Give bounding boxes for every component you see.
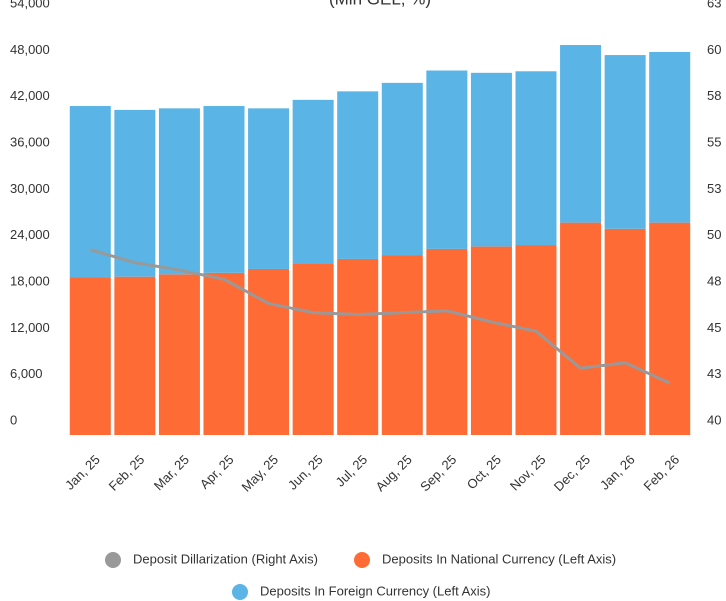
y-tick-label: 18,000: [10, 273, 50, 288]
bar: [560, 45, 602, 223]
bar: [426, 248, 468, 435]
x-tick-label: Jan, 25: [62, 452, 103, 493]
bar: [381, 255, 423, 435]
y-tick-label: 42,000: [10, 88, 50, 103]
y2-tick-label: 58: [707, 88, 721, 103]
x-tick-label: Mar, 25: [151, 452, 192, 493]
bar: [470, 246, 512, 435]
x-tick-label: Jan, 26: [597, 452, 638, 493]
x-tick-label: Feb, 25: [106, 452, 148, 494]
legend-marker: [232, 584, 248, 600]
y2-tick-label: 48: [707, 273, 721, 288]
x-tick-label: Oct, 25: [464, 452, 504, 492]
x-tick-label: Jun, 25: [285, 452, 326, 493]
y2-tick-label: 63: [707, 0, 721, 10]
y2-tick-label: 53: [707, 181, 721, 196]
bar: [114, 276, 156, 435]
y2-tick-label: 55: [707, 134, 721, 149]
y-tick-label: 6,000: [10, 366, 43, 381]
bar: [470, 72, 512, 247]
legend-marker: [105, 552, 121, 568]
legend-label: Deposit Dillarization (Right Axis): [133, 551, 318, 566]
y-tick-label: 24,000: [10, 227, 50, 242]
y-tick-label: 0: [10, 412, 17, 427]
bar: [69, 106, 111, 278]
bar: [337, 91, 379, 259]
chart-subtitle: (Mln GEL, %): [329, 0, 431, 8]
legend-label: Deposits In National Currency (Left Axis…: [382, 551, 616, 566]
x-tick-label: Jul, 25: [333, 452, 371, 490]
y-tick-label: 54,000: [10, 0, 50, 10]
bar: [203, 106, 245, 273]
bar: [515, 71, 557, 246]
bar: [292, 263, 334, 435]
legend-marker: [354, 552, 370, 568]
x-tick-label: Feb, 26: [640, 452, 682, 494]
bar: [604, 228, 646, 435]
y2-tick-label: 60: [707, 42, 721, 57]
bar: [649, 222, 691, 435]
x-tick-label: Sep, 25: [417, 452, 459, 494]
y2-tick-label: 45: [707, 320, 721, 335]
y-tick-label: 36,000: [10, 134, 50, 149]
bar: [515, 245, 557, 435]
legend-label: Deposits In Foreign Currency (Left Axis): [260, 583, 490, 598]
bar: [292, 99, 334, 264]
y-tick-label: 12,000: [10, 320, 50, 335]
bar: [158, 108, 200, 275]
bar: [381, 82, 423, 256]
bar: [560, 222, 602, 435]
bar: [649, 51, 691, 223]
bar: [604, 55, 646, 229]
bar: [69, 277, 111, 435]
x-tick-label: May, 25: [238, 452, 281, 495]
y2-tick-label: 43: [707, 366, 721, 381]
y-tick-label: 30,000: [10, 181, 50, 196]
bar: [426, 70, 468, 249]
bar: [203, 272, 245, 435]
bar: [248, 268, 290, 435]
line: [89, 248, 671, 385]
bar: [248, 108, 290, 269]
x-tick-label: Apr, 25: [197, 452, 237, 492]
bar: [114, 109, 156, 277]
y-tick-label: 48,000: [10, 42, 50, 57]
x-tick-label: Nov, 25: [507, 452, 549, 494]
x-tick-label: Aug, 25: [373, 452, 415, 494]
x-tick-label: Dec, 25: [551, 452, 593, 494]
bar: [158, 274, 200, 435]
y2-tick-label: 50: [707, 227, 721, 242]
bar: [337, 258, 379, 435]
y2-tick-label: 40: [707, 412, 721, 427]
